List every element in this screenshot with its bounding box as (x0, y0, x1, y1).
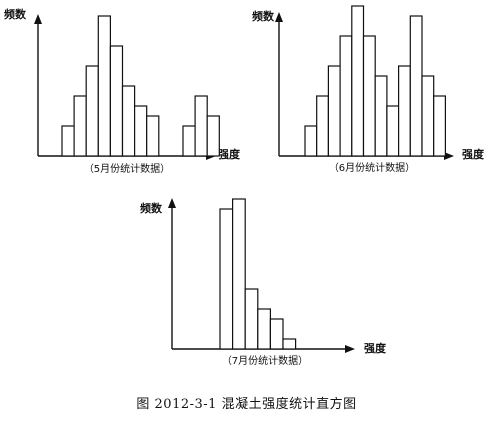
y-axis-label: 频数 (140, 201, 163, 215)
x-axis-label: 强度 (364, 341, 387, 355)
histogram-bar (351, 5, 365, 157)
histogram-bar (282, 338, 297, 350)
y-axis-arrow (168, 198, 176, 208)
y-axis-label: 频数 (252, 9, 275, 23)
histogram-bar (269, 318, 284, 350)
histogram-bar (421, 75, 435, 157)
histogram-bar (97, 15, 112, 157)
histogram-bar (257, 308, 271, 350)
x-axis-arrow (444, 152, 454, 160)
histogram-bar (339, 35, 353, 157)
histogram-bar (85, 65, 99, 157)
figure-caption: 图 2012-3-1 混凝土强度统计直方图 (136, 397, 357, 412)
x-axis-label: 强度 (462, 147, 485, 161)
histogram-bar (73, 95, 87, 157)
bars (219, 198, 297, 350)
y-axis-arrow (34, 14, 42, 24)
x-axis-arrow (345, 345, 355, 353)
histogram-bar (362, 35, 376, 157)
histogram-bar (206, 115, 220, 157)
x-axis-label: 强度 (218, 147, 241, 161)
histogram-bar (61, 125, 75, 157)
bars (304, 5, 447, 157)
histogram-bar (146, 115, 160, 157)
bars (61, 15, 220, 157)
histogram-bar (134, 105, 148, 157)
y-axis-arrow (275, 12, 283, 22)
chart-subtitle: （7月份统计数据） (222, 354, 308, 367)
histogram-bar (409, 15, 423, 157)
histogram-bar (182, 125, 196, 157)
histogram-june: 频数 强度 （6月份统计数据） (252, 5, 485, 174)
histogram-bar (327, 65, 341, 157)
histogram-bar (398, 65, 411, 157)
histogram-bar (316, 95, 330, 157)
histogram-bar (109, 45, 124, 157)
chart-subtitle: （5月份统计数据） (84, 162, 170, 175)
histogram-bar (386, 105, 400, 157)
y-axis-label: 频数 (4, 7, 27, 21)
histogram-bar (433, 95, 447, 157)
histogram-bar (219, 208, 234, 350)
histogram-bar (374, 75, 388, 157)
histogram-bar (244, 288, 259, 350)
histogram-bar (121, 85, 136, 157)
histogram-bar (304, 125, 318, 157)
histogram-bar (232, 198, 246, 350)
histogram-bar (194, 95, 208, 157)
histogram-july: 频数 强度 （7月份统计数据） (140, 198, 387, 367)
histogram-may: 频数 强度 （5月份统计数据） (4, 7, 241, 175)
chart-subtitle: （6月份统计数据） (329, 161, 415, 174)
